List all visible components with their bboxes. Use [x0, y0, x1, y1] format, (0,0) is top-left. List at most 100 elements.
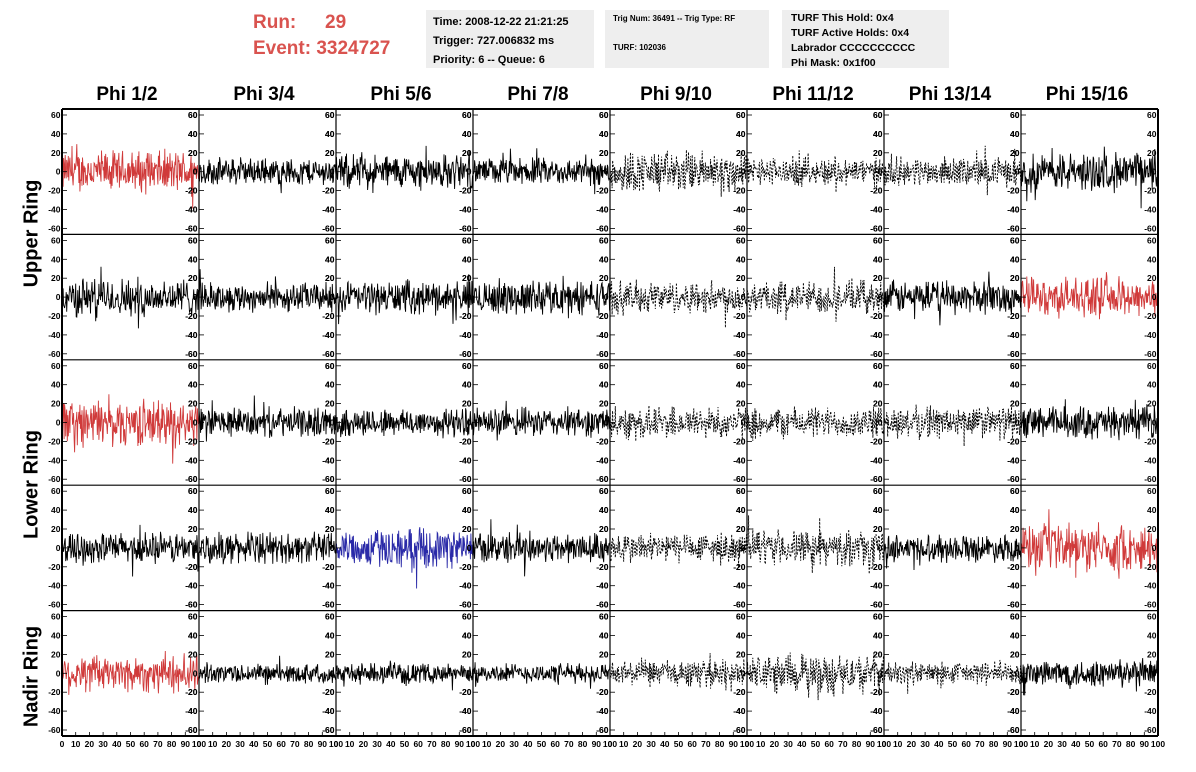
- y-tick-label: 60: [873, 486, 883, 496]
- y-tick-label: -40: [870, 330, 883, 340]
- y-tick-label: 40: [51, 129, 61, 139]
- y-tick-label: -20: [322, 687, 335, 697]
- x-tick-label: 40: [934, 739, 944, 749]
- y-tick-label: -60: [1007, 725, 1020, 735]
- y-tick-label: -60: [870, 600, 883, 610]
- x-tick-label: 70: [290, 739, 300, 749]
- y-tick-label: 20: [599, 524, 609, 534]
- y-tick-label: 40: [1010, 254, 1020, 264]
- y-tick-label: 0: [330, 292, 335, 302]
- y-tick-label: 40: [873, 129, 883, 139]
- y-tick-label: -40: [870, 581, 883, 591]
- y-tick-label: -20: [322, 687, 335, 697]
- y-tick-label: 60: [1010, 612, 1020, 622]
- y-tick-label: -40: [1007, 330, 1020, 340]
- y-tick-label: 40: [325, 505, 335, 515]
- y-tick-label: 60: [325, 361, 335, 371]
- y-tick-label: 40: [325, 129, 335, 139]
- y-tick-label: 60: [1010, 235, 1020, 245]
- y-tick-label: -60: [733, 223, 746, 233]
- y-tick-label: -40: [870, 205, 883, 215]
- y-tick-label: -20: [733, 311, 746, 321]
- x-tick-label: 50: [263, 739, 273, 749]
- y-tick-label: -20: [870, 186, 883, 196]
- y-tick-label: 60: [736, 486, 746, 496]
- y-tick-label: 0: [741, 167, 746, 177]
- x-tick-label: 30: [98, 739, 108, 749]
- y-tick-label: -20: [322, 436, 335, 446]
- y-tick-label: -60: [48, 349, 61, 359]
- x-tick-label: 0: [471, 739, 476, 749]
- y-tick-label: 0: [330, 418, 335, 428]
- y-tick-label: 40: [736, 505, 746, 515]
- y-tick-label: -40: [596, 455, 609, 465]
- y-tick-label: -40: [1007, 706, 1020, 716]
- y-tick-label: -60: [1007, 223, 1020, 233]
- y-tick-label: 40: [462, 380, 472, 390]
- x-tick-label: 20: [1044, 739, 1054, 749]
- y-tick-label: 40: [736, 631, 746, 641]
- y-tick-label: 20: [736, 649, 746, 659]
- y-tick-label: 0: [1015, 543, 1020, 553]
- y-tick-label: -60: [596, 223, 609, 233]
- y-tick-label: -20: [870, 311, 883, 321]
- y-tick-label: 0: [741, 668, 746, 678]
- y-tick-label: -20: [596, 186, 609, 196]
- y-tick-label: -20: [459, 186, 472, 196]
- y-tick-label: -60: [596, 223, 609, 233]
- y-tick-label: -40: [1144, 581, 1157, 591]
- waveform-trace-r4-c1: [61, 524, 200, 577]
- y-tick-label: 0: [330, 418, 335, 428]
- y-tick-label: 20: [188, 649, 198, 659]
- y-tick-label: 20: [873, 524, 883, 534]
- y-tick-label: 40: [599, 505, 609, 515]
- y-tick-label: 60: [325, 612, 335, 622]
- x-tick-label: 10: [345, 739, 355, 749]
- y-tick-label: 0: [604, 292, 609, 302]
- y-tick-label: 0: [878, 668, 883, 678]
- y-tick-label: -20: [1007, 186, 1020, 196]
- turf-hold-text: TURF This Hold: 0x4: [791, 12, 894, 24]
- y-tick-label: 20: [736, 148, 746, 158]
- y-tick-label: -60: [870, 223, 883, 233]
- x-tick-label: 90: [1003, 739, 1013, 749]
- y-tick-label: 0: [193, 167, 198, 177]
- x-tick-label: 30: [783, 739, 793, 749]
- x-tick-label: 80: [1126, 739, 1136, 749]
- y-tick-label: 60: [188, 612, 198, 622]
- y-tick-label: -20: [459, 311, 472, 321]
- y-tick-label: 0: [878, 292, 883, 302]
- y-tick-label: -20: [459, 186, 472, 196]
- y-tick-label: -60: [733, 600, 746, 610]
- column-header-phi-7-8: Phi 7/8: [507, 84, 569, 105]
- waveform-trace-r4-c3: [335, 527, 474, 589]
- y-tick-label: 60: [873, 612, 883, 622]
- turf-info-box: TURF This Hold: 0x4 TURF Active Holds: 0…: [782, 10, 949, 69]
- y-tick-label: 0: [467, 167, 472, 177]
- y-tick-label: -20: [185, 436, 198, 446]
- waveform-trace-r3-c5: [609, 402, 748, 442]
- x-tick-label: 70: [564, 739, 574, 749]
- y-tick-label: -60: [870, 223, 883, 233]
- y-tick-label: -40: [459, 455, 472, 465]
- x-tick-label: 40: [386, 739, 396, 749]
- y-tick-label: 0: [193, 292, 198, 302]
- y-tick-label: -40: [733, 706, 746, 716]
- y-tick-label: -60: [185, 349, 198, 359]
- y-tick-label: 0: [56, 543, 61, 553]
- y-tick-label: 40: [188, 631, 198, 641]
- y-tick-label: 60: [1010, 486, 1020, 496]
- y-tick-label: -20: [870, 687, 883, 697]
- y-tick-label: 20: [873, 399, 883, 409]
- x-tick-label: 80: [167, 739, 177, 749]
- y-tick-label: 60: [462, 235, 472, 245]
- y-tick-label: -60: [322, 600, 335, 610]
- run-label: Run:: [253, 12, 297, 33]
- y-tick-label: -60: [322, 474, 335, 484]
- y-tick-label: 40: [1010, 631, 1020, 641]
- y-tick-label: 20: [51, 148, 61, 158]
- y-tick-label: -60: [322, 223, 335, 233]
- y-tick-label: 20: [599, 399, 609, 409]
- y-tick-label: 20: [325, 524, 335, 534]
- x-tick-label: 60: [961, 739, 971, 749]
